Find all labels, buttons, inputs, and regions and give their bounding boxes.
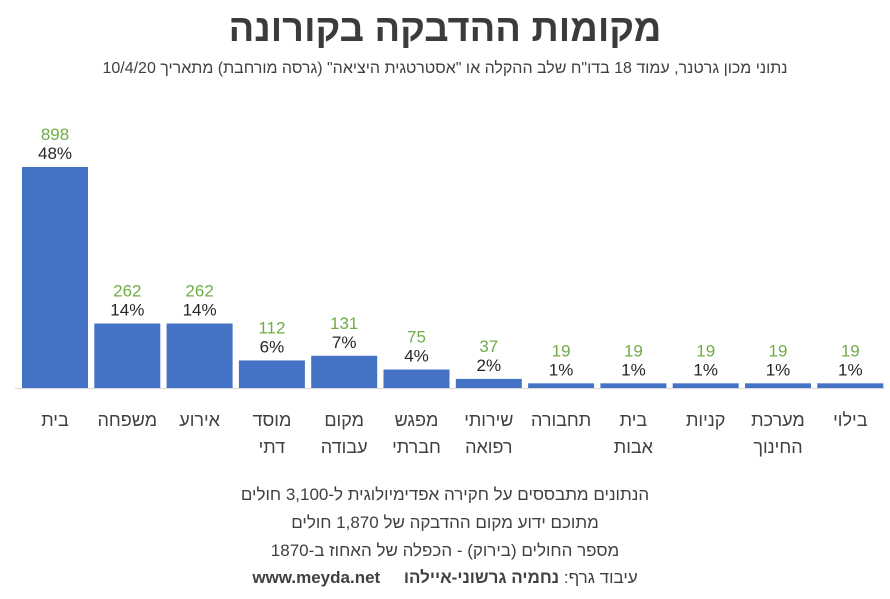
value-label: 262 [113, 282, 141, 301]
value-label: 19 [552, 341, 571, 360]
bar-chart: 48%898בית14%262משפחה14%262אירוע6%112מוסד… [15, 125, 885, 457]
percent-label: 2% [477, 356, 502, 375]
percent-label: 1% [621, 360, 646, 379]
percent-label: 48% [38, 144, 72, 163]
category-label: חברתי [392, 437, 441, 457]
footer-note-2: מתוכם ידוע מקום ההדבקה של 1,870 חולים [291, 513, 599, 532]
bar [600, 383, 667, 388]
category-label: בית [620, 410, 648, 430]
credit-name: נחמיה גרשוני-איילהו [403, 568, 560, 587]
bar [383, 369, 450, 388]
chart-subtitle: נתוני מכון גרטנר, עמוד 18 בדו"ח שלב ההקל… [102, 60, 788, 77]
percent-label: 1% [766, 360, 791, 379]
footer-note-3: מספר החולים (בירוק) - הכפלה של האחוז ב-1… [270, 541, 620, 560]
value-label: 898 [41, 125, 69, 144]
value-label: 262 [185, 282, 213, 301]
value-label: 75 [407, 328, 426, 347]
percent-label: 14% [110, 301, 144, 320]
percent-label: 14% [183, 301, 217, 320]
percent-label: 1% [838, 360, 863, 379]
category-label: אירוע [179, 410, 220, 430]
bar [238, 360, 305, 388]
percent-label: 1% [549, 360, 574, 379]
category-label: רפואה [465, 437, 512, 457]
percent-label: 4% [404, 347, 429, 366]
website-link[interactable]: www.meyda.net [252, 568, 381, 587]
value-label: 19 [769, 341, 788, 360]
bar [311, 355, 378, 388]
category-label: החינוך [753, 437, 802, 457]
credit-label: עיבוד גרף: [563, 568, 638, 587]
value-label: 112 [258, 318, 285, 337]
value-label: 19 [841, 341, 860, 360]
category-label: תחבורה [531, 410, 591, 430]
footer-credit: עיבוד גרף: נחמיה גרשוני-איילהו www.meyda… [0, 568, 890, 588]
footer-note-1: הנתונים מתבססים על חקירה אפדימיולוגית ל-… [240, 485, 650, 504]
category-label: דתי [259, 437, 286, 457]
category-label: בית [41, 410, 69, 430]
bar [528, 383, 595, 388]
bar [817, 383, 884, 388]
value-label: 19 [624, 341, 643, 360]
bar [22, 167, 88, 388]
category-label: מוסד [252, 410, 291, 430]
value-label: 19 [696, 341, 715, 360]
value-label: 37 [479, 337, 498, 356]
category-label: עבודה [321, 437, 368, 457]
category-label: משפחה [98, 410, 158, 430]
category-label: מערכת [751, 410, 805, 430]
bar [94, 323, 161, 388]
category-label: מקום [324, 410, 364, 430]
category-label: אבות [614, 437, 654, 457]
bar [745, 383, 811, 388]
percent-label: 7% [332, 333, 357, 352]
percent-label: 1% [693, 360, 718, 379]
category-label: שירותי [464, 410, 513, 430]
category-label: בילוי [833, 410, 868, 430]
bar [455, 378, 522, 388]
percent-label: 6% [260, 337, 285, 356]
chart-title: מקומות ההדבקה בקורונה [228, 8, 662, 50]
bar [672, 383, 739, 388]
bar [166, 323, 233, 388]
category-label: מפגש [395, 410, 439, 430]
category-label: קניות [686, 410, 725, 430]
value-label: 131 [330, 314, 358, 333]
